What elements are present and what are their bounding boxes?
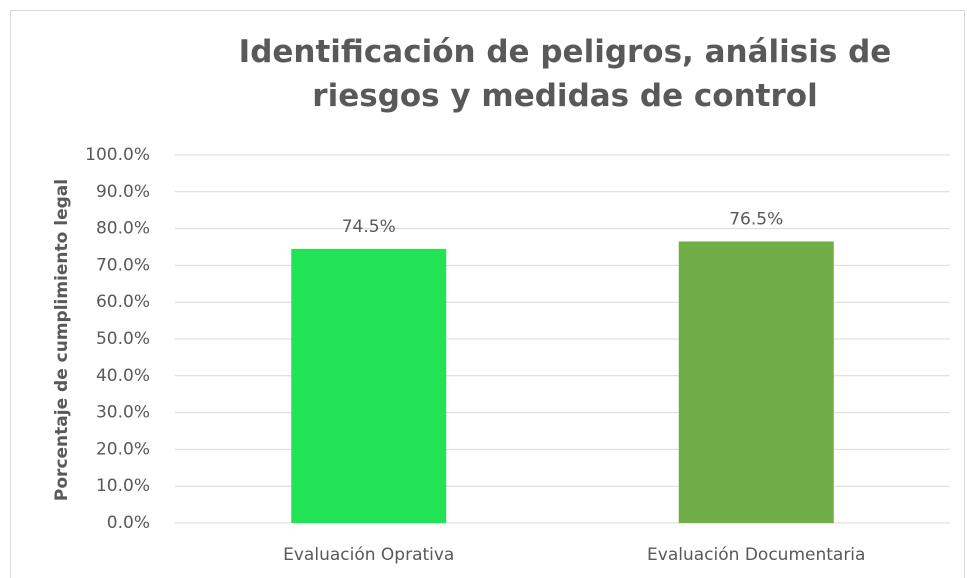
y-tick-label: 30.0%: [96, 403, 150, 423]
y-tick-label: 50.0%: [96, 329, 150, 349]
y-tick-label: 20.0%: [96, 439, 150, 459]
y-tick-label: 70.0%: [96, 255, 150, 275]
chart-title: Identificación de peligros, análisis de …: [238, 34, 892, 114]
y-tick-label: 100.0%: [85, 145, 150, 165]
x-tick-label: Evaluación Oprativa: [283, 545, 454, 565]
chart-border: [10, 10, 965, 578]
y-tick-label: 60.0%: [96, 292, 150, 312]
data-label: 76.5%: [729, 209, 783, 229]
bar: [678, 241, 834, 524]
y-tick-label: 10.0%: [96, 476, 150, 496]
x-tick-label: Evaluación Documentaria: [647, 545, 865, 565]
y-tick-label: 0.0%: [107, 513, 150, 533]
y-tick-label: 90.0%: [96, 182, 150, 202]
bar: [291, 248, 447, 523]
y-axis-label: Porcentaje de cumplimiento legal: [52, 179, 72, 501]
y-tick-label: 40.0%: [96, 366, 150, 386]
y-tick-label: 80.0%: [96, 219, 150, 239]
data-label: 74.5%: [342, 217, 396, 237]
